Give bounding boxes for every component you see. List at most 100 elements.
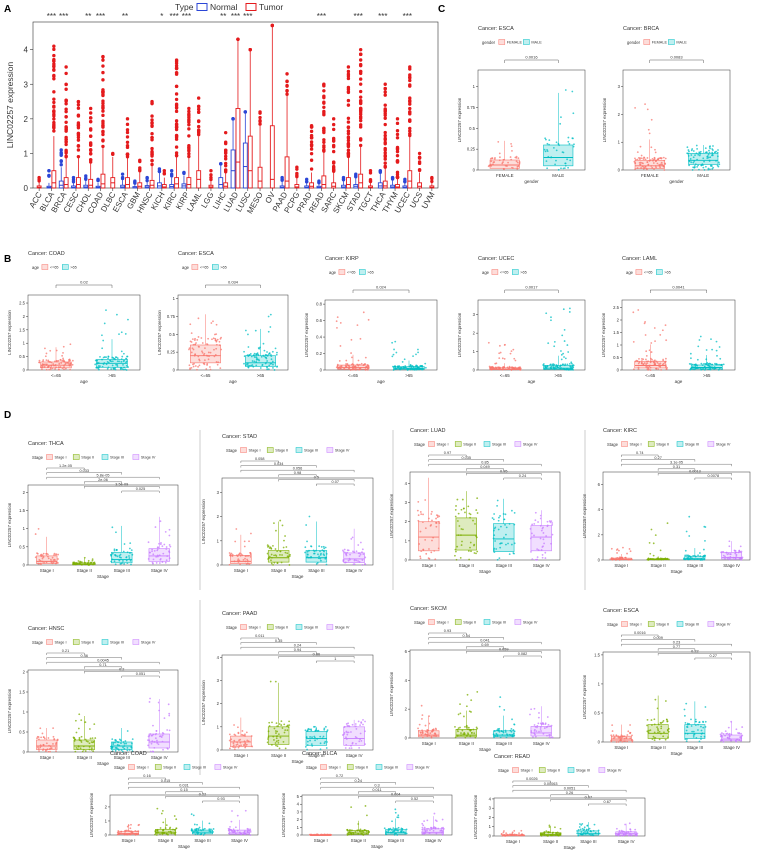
outlier-point <box>88 142 93 146</box>
data-point <box>432 728 435 731</box>
p-value-label: 0.035 <box>461 456 471 460</box>
data-point <box>306 748 308 751</box>
data-point <box>684 721 687 724</box>
outlier-point <box>322 149 326 153</box>
data-point <box>475 509 478 511</box>
y-axis-label: LINC02257 expression <box>5 62 15 149</box>
data-point <box>454 725 456 728</box>
outlier-point <box>52 97 56 101</box>
data-point <box>456 520 459 522</box>
outlier-point <box>331 149 336 154</box>
legend-label: <=65 <box>200 266 209 270</box>
data-point <box>436 516 439 519</box>
outlier-point <box>322 111 326 115</box>
outlier-point <box>169 174 174 178</box>
data-point <box>505 533 507 536</box>
data-point <box>131 738 134 741</box>
data-point <box>542 538 545 541</box>
data-point <box>351 723 354 726</box>
legend-swatch <box>101 639 109 645</box>
legend-swatch <box>707 441 715 447</box>
y-tick-label: 0 <box>24 184 29 193</box>
data-point <box>322 545 325 548</box>
data-point <box>537 722 540 725</box>
data-point <box>168 714 171 717</box>
data-point <box>503 357 506 360</box>
data-point <box>304 551 306 554</box>
legend-swatch <box>647 621 655 627</box>
data-point <box>456 498 459 501</box>
data-point <box>125 369 128 371</box>
data-point <box>34 533 37 535</box>
data-point <box>546 716 549 718</box>
p-value-label: 0.22 <box>199 793 206 797</box>
data-point <box>266 360 269 362</box>
data-point <box>257 358 260 361</box>
y-tick-label: 0 <box>618 168 621 173</box>
data-point <box>63 368 65 371</box>
data-point <box>431 539 433 542</box>
outlier-point <box>346 129 351 133</box>
data-point <box>355 559 358 562</box>
data-point <box>512 729 515 731</box>
data-point <box>562 167 565 170</box>
box <box>721 734 743 742</box>
outlier-point <box>358 77 363 81</box>
outlier-point <box>383 90 387 94</box>
data-point <box>696 358 699 361</box>
box <box>125 177 130 189</box>
data-point <box>510 145 513 148</box>
legend-label: Stage IV <box>716 623 731 627</box>
data-point <box>466 726 469 729</box>
data-point <box>499 515 501 517</box>
data-point <box>416 509 419 512</box>
data-point <box>542 532 545 534</box>
outlier-point <box>162 169 167 173</box>
data-point <box>494 526 497 529</box>
data-point <box>460 508 463 511</box>
legend-swatch <box>295 447 303 453</box>
data-point <box>345 736 347 739</box>
comparison-bracket <box>649 59 704 63</box>
data-point <box>282 546 285 549</box>
outlier-point <box>285 79 289 83</box>
chart-title: Cancer: KIRC <box>603 428 637 434</box>
comparison-bracket <box>428 632 467 635</box>
outlier-point <box>88 160 93 164</box>
x-axis-label: Stage <box>291 574 303 579</box>
data-point <box>651 166 654 169</box>
data-point <box>458 525 461 527</box>
outlier-point <box>322 89 326 93</box>
y-tick-label: 1 <box>489 824 492 829</box>
outlier-point <box>219 162 223 166</box>
data-point <box>271 360 274 363</box>
data-point <box>627 730 630 733</box>
legend-swatch <box>656 269 663 275</box>
data-point <box>568 362 571 365</box>
plot-area-a <box>32 21 439 189</box>
data-point <box>152 750 155 753</box>
data-point <box>116 747 118 750</box>
data-point <box>281 554 283 556</box>
y-tick-label: 1 <box>473 349 476 354</box>
legend-label: Stage II <box>547 769 560 773</box>
y-tick-label: 2.5 <box>613 305 619 310</box>
data-point <box>515 156 518 159</box>
data-point <box>697 153 700 156</box>
data-point <box>306 550 309 553</box>
data-point <box>274 554 277 557</box>
data-point <box>389 827 392 830</box>
plot-area <box>27 484 179 566</box>
data-point <box>719 357 722 360</box>
legend-label: Stage II <box>81 641 94 645</box>
data-point <box>639 145 642 148</box>
data-point <box>688 164 691 167</box>
legend-swatch <box>635 269 643 275</box>
chart-title: Cancer: READ <box>494 754 530 760</box>
data-point <box>454 515 457 518</box>
data-point <box>274 742 277 744</box>
legend-swatch <box>598 767 606 773</box>
data-point <box>361 564 364 566</box>
data-point <box>644 103 646 106</box>
data-point <box>428 715 430 718</box>
